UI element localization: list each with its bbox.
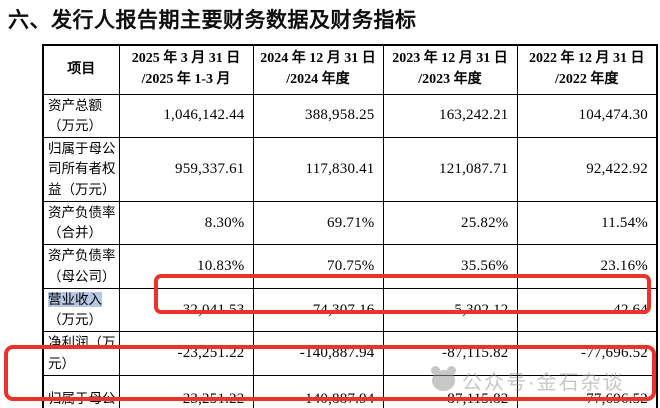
row-label: 营业收入 （万元） (42, 287, 120, 333)
cell-value: -77,696.52 (516, 374, 658, 408)
table-row-total-assets: 资产总额（万元） 1,046,142.44 388,958.25 163,242… (42, 93, 658, 138)
cell-value: -87,115.82 (382, 374, 518, 408)
cell-value: 163,242.21 (382, 93, 518, 138)
cell-value: -87,115.82 (382, 331, 518, 376)
table-row-debt-ratio-consolidated: 资产负债率（合并） 8.30% 69.71% 25.82% 11.54% (42, 200, 658, 246)
header-line-2: /2023 年度 (418, 71, 482, 87)
cell-value: 10.83% (118, 244, 254, 289)
row-label: 归属于母公 (42, 374, 120, 408)
cell-value: -23,251.22 (118, 331, 254, 376)
header-line-1: 2025 年 3 月 31 日 (131, 51, 241, 67)
row-label: 归属于母公司所有者权益（万元） (42, 137, 120, 202)
column-header-2023: 2023 年 12 月 31 日 /2023 年度 (382, 44, 518, 95)
column-header-item: 项目 (42, 44, 120, 95)
cell-value: -23,251.22 (118, 374, 254, 408)
table-row-operating-revenue: 营业收入 （万元） 32,041.53 74,307.16 5,302.12 42… (42, 287, 658, 333)
header-line-2: /2024 年度 (286, 71, 350, 87)
cell-value: 388,958.25 (252, 93, 384, 138)
header-line-1: 2022 年 12 月 31 日 (529, 51, 645, 67)
cell-value: -77,696.52 (516, 331, 658, 376)
cell-value: 32,041.53 (118, 287, 254, 333)
header-line-2: /2025 年 1-3 月 (141, 71, 231, 87)
table-row-debt-ratio-parent: 资产负债率（母公司） 10.83% 70.75% 35.56% 23.16% (42, 244, 658, 289)
column-header-2025: 2025 年 3 月 31 日 /2025 年 1-3 月 (118, 44, 254, 95)
cell-value: 8.30% (118, 200, 254, 246)
financial-data-table: 项目 2025 年 3 月 31 日 /2025 年 1-3 月 2024 年 … (42, 44, 658, 408)
cell-value: 69.71% (252, 200, 384, 246)
row-label: 资产负债率（合并） (42, 200, 120, 246)
cell-value: 104,474.30 (516, 93, 658, 138)
cell-value: 11.54% (516, 200, 658, 246)
cell-value: 5,302.12 (382, 287, 518, 333)
cell-value: -140,887.94 (252, 374, 384, 408)
header-line-1: 2024 年 12 月 31 日 (260, 51, 376, 67)
row-label: 净利润（万元） (42, 331, 120, 376)
cell-value: 25.82% (382, 200, 518, 246)
cell-value: 35.56% (382, 244, 518, 289)
cell-value: 117,830.41 (252, 137, 384, 202)
cell-value: 92,422.92 (516, 137, 658, 202)
table-row-net-profit: 净利润（万元） -23,251.22 -140,887.94 -87,115.8… (42, 331, 658, 376)
cell-value: 959,337.61 (118, 137, 254, 202)
row-label-rest: （万元） (48, 312, 102, 327)
cell-value: 74,307.16 (252, 287, 384, 333)
column-header-2022: 2022 年 12 月 31 日 /2022 年度 (516, 44, 658, 95)
cell-value: 23.16% (516, 244, 658, 289)
cell-value: 42.64 (516, 287, 658, 333)
document-title: 六、发行人报告期主要财务数据及财务指标 (8, 9, 417, 32)
table-row-attributable-to-parent: 归属于母公 -23,251.22 -140,887.94 -87,115.82 … (42, 374, 658, 408)
table-header-row: 项目 2025 年 3 月 31 日 /2025 年 1-3 月 2024 年 … (42, 44, 658, 95)
highlighted-label-text: 营业收入 (48, 291, 102, 307)
row-label: 资产负债率（母公司） (42, 244, 120, 289)
cell-value: 1,046,142.44 (118, 93, 254, 138)
cell-value: -140,887.94 (252, 331, 384, 376)
column-header-2024: 2024 年 12 月 31 日 /2024 年度 (252, 44, 384, 95)
cell-value: 70.75% (252, 244, 384, 289)
header-line-1: 2023 年 12 月 31 日 (392, 51, 508, 67)
cell-value: 121,087.71 (382, 137, 518, 202)
table-row-parent-equity: 归属于母公司所有者权益（万元） 959,337.61 117,830.41 12… (42, 137, 658, 202)
header-line-2: /2022 年度 (555, 71, 619, 87)
row-label: 资产总额（万元） (42, 93, 120, 138)
